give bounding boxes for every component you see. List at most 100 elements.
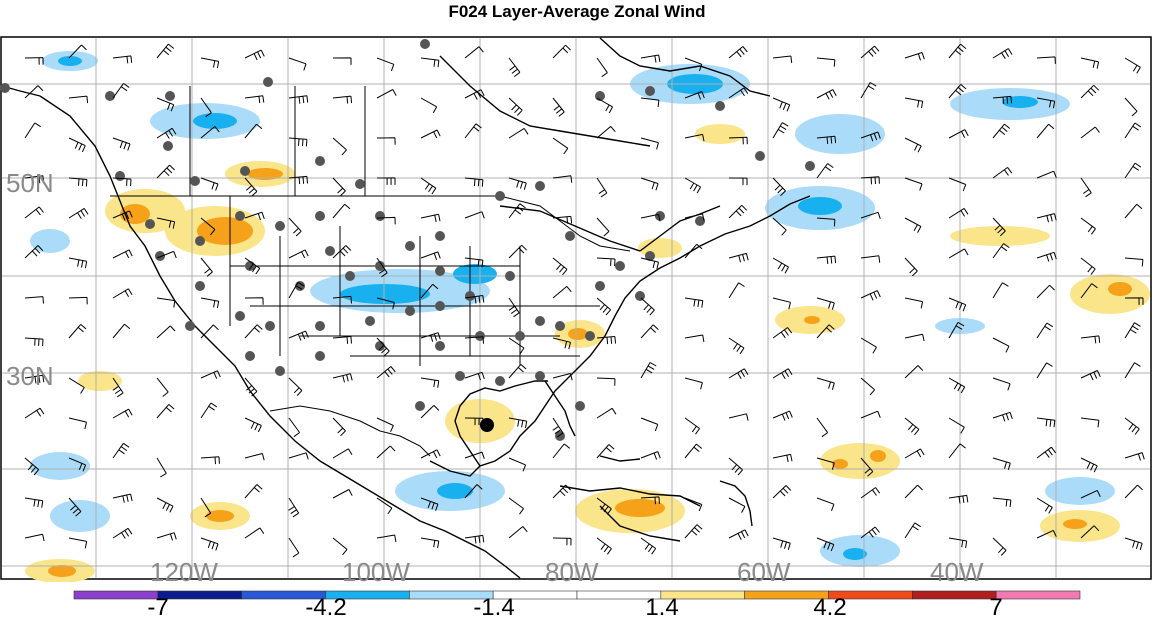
wind-barb (112, 82, 130, 99)
wind-barb (816, 89, 837, 100)
wind-barb (24, 533, 45, 542)
wind-barb (68, 137, 86, 153)
wind-barb (200, 126, 220, 139)
wind-barb (596, 217, 610, 237)
wind-barb (1124, 322, 1141, 339)
wind-barb (640, 257, 659, 270)
wind-barb (772, 410, 793, 421)
wind-barb (508, 127, 529, 139)
negative-anomaly-core (453, 264, 497, 284)
wind-barb (728, 87, 749, 99)
wind-barb (992, 95, 1013, 105)
wind-barb (816, 255, 837, 264)
wind-barb (816, 537, 835, 552)
wind-barb (992, 497, 1012, 508)
wind-barb (640, 537, 657, 555)
wind-barb (552, 175, 573, 183)
wind-barb (464, 534, 485, 544)
wind-barb (244, 257, 261, 275)
positive-anomaly-core (48, 565, 76, 577)
wind-barb (332, 137, 347, 156)
wind-barb (288, 377, 303, 396)
wind-barb (684, 334, 705, 342)
wind-barb (68, 296, 88, 305)
wind-barb (1036, 446, 1057, 459)
wind-barb (332, 373, 353, 383)
wind-barb (992, 537, 1007, 556)
wind-barb (420, 97, 438, 114)
wind-barb (200, 497, 212, 518)
wind-barb (112, 493, 133, 503)
colorbar-label-neg1-4: -1.4 (473, 594, 515, 621)
wind-barb (772, 257, 789, 274)
wind-barb (244, 324, 263, 339)
wind-barb (420, 177, 437, 195)
wind-barb (948, 129, 969, 139)
lat-label-50n: 50N (6, 168, 54, 198)
political-borders (110, 86, 631, 457)
wind-barb (1036, 213, 1057, 223)
wind-barb (288, 57, 307, 71)
positive-anomaly-area (78, 371, 122, 391)
wind-barb (1124, 297, 1144, 305)
wind-barb (1124, 362, 1141, 379)
wind-barb (1124, 257, 1144, 267)
wind-barb (288, 217, 302, 237)
wind-barb (684, 213, 705, 221)
wind-barb (992, 48, 1013, 59)
positive-anomaly-core (568, 328, 588, 340)
wind-barb (596, 57, 608, 78)
wind-barb (112, 137, 131, 151)
wind-barb (992, 217, 1006, 237)
wind-barb (552, 97, 565, 117)
wind-barb (508, 97, 523, 116)
wind-barb (860, 255, 881, 263)
wind-barb (1036, 497, 1053, 514)
wind-barb (860, 457, 874, 477)
wind-barb (684, 417, 701, 435)
wind-barb (156, 164, 175, 179)
wind-barb (904, 417, 920, 436)
wind-barb (1124, 122, 1142, 139)
wind-barb (1080, 335, 1101, 344)
wind-barb (24, 245, 44, 259)
wind-barb (508, 526, 528, 539)
wind-barb (728, 136, 748, 145)
wind-barb (68, 497, 82, 517)
wind-barb (948, 494, 969, 504)
wind-barb (684, 133, 705, 142)
wind-barb (684, 377, 703, 390)
wind-barb (816, 457, 835, 470)
wind-barb (112, 288, 133, 299)
wind-barb (596, 257, 616, 267)
wind-barb (992, 282, 1009, 299)
wind-barb (24, 457, 40, 476)
wind-barb (420, 283, 439, 299)
wind-barb (1036, 123, 1055, 139)
wind-barb (24, 122, 41, 139)
wind-barb (904, 297, 924, 309)
wind-barb (596, 497, 612, 515)
wind-barbs (24, 43, 1145, 558)
wind-barb (772, 485, 792, 499)
negative-anomaly-area (795, 114, 885, 154)
positive-anomaly-core (206, 510, 234, 522)
station-dots (0, 39, 815, 441)
negative-anomaly-core (58, 56, 82, 66)
wind-barb (332, 417, 346, 437)
wind-barb (156, 43, 175, 59)
wind-barb (508, 497, 525, 515)
wind-barb (552, 484, 571, 499)
wind-barb (684, 524, 703, 539)
wind-barb (464, 177, 484, 187)
wind-barb (112, 408, 133, 419)
wind-barb (1080, 257, 1096, 275)
negative-anomaly-core (798, 197, 842, 215)
positive-anomaly-area (1070, 274, 1150, 314)
wind-barb (288, 281, 305, 299)
wind-barb (860, 82, 877, 99)
wind-barb (244, 49, 265, 61)
wind-barb (156, 325, 176, 339)
wind-barb (640, 417, 659, 432)
wind-barb (464, 371, 485, 381)
